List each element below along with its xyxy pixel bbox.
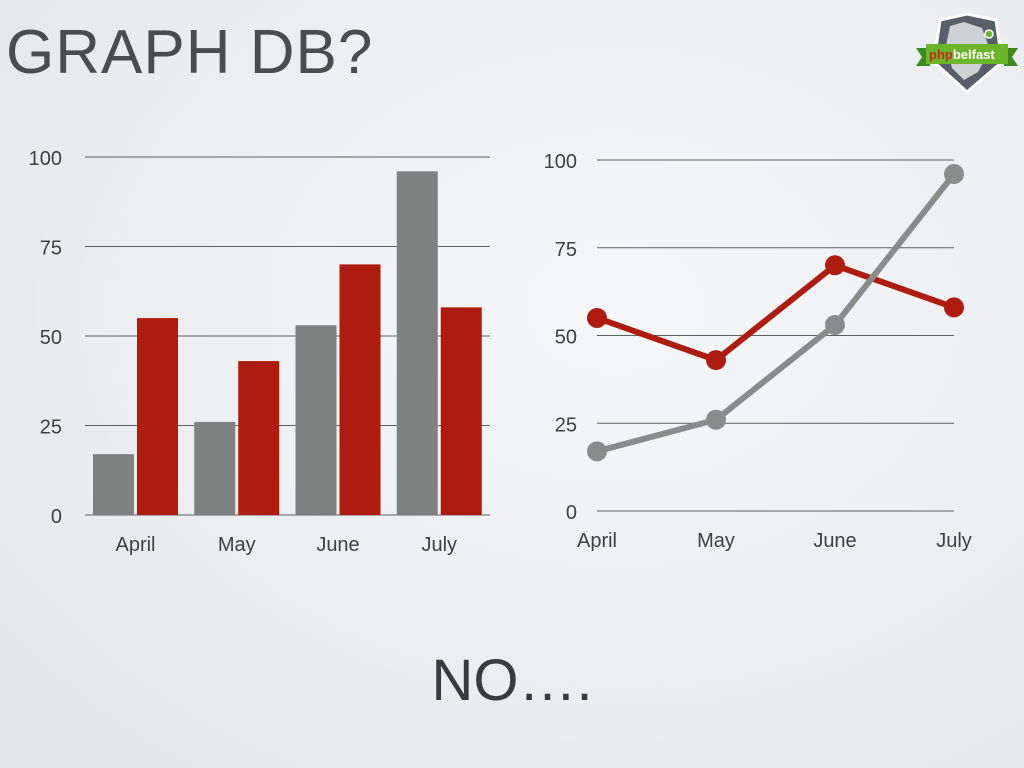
bar-ytick-label: 0 [51, 506, 62, 528]
line-ytick-label: 0 [566, 502, 577, 524]
point-red [825, 255, 845, 276]
bar-gray [194, 421, 236, 515]
logo-pin [984, 29, 994, 39]
line-ytick-label: 50 [555, 327, 577, 349]
bar-xtick-label: May [218, 534, 256, 556]
phpbelfast-logo: phpbelfast [916, 12, 1018, 95]
bar-red [137, 318, 178, 515]
bar-gray [295, 325, 337, 515]
series-line-red [595, 262, 956, 364]
point-gray [587, 441, 607, 462]
line-xtick-label: April [577, 530, 617, 552]
line-xtick-label: July [936, 530, 972, 552]
logo-text-belfast: belfast [953, 47, 996, 62]
bar-ytick-label: 50 [40, 327, 62, 349]
point-gray [944, 164, 964, 185]
point-red [944, 297, 964, 318]
bottom-text: NO…. [431, 648, 593, 713]
line-xtick-label: May [697, 530, 735, 552]
series-line-gray [596, 172, 957, 455]
bar-xtick-label: April [115, 534, 155, 556]
point-red [587, 307, 607, 328]
line-ytick-label: 100 [544, 151, 577, 173]
line-xtick-label: June [813, 530, 856, 552]
point-gray [825, 314, 845, 335]
svg-text:phpbelfast: phpbelfast [929, 47, 995, 62]
line-ytick-label: 75 [555, 239, 577, 261]
bar-red [238, 361, 280, 515]
bar-red [339, 264, 381, 515]
point-red [706, 350, 726, 371]
bar-ytick-label: 25 [40, 417, 62, 439]
point-gray [706, 409, 726, 430]
bar-gray [396, 171, 438, 515]
bar-ytick-label: 75 [40, 238, 62, 260]
bar-xtick-label: July [421, 534, 457, 556]
bar-ytick-label: 100 [29, 148, 62, 170]
line-ytick-label: 25 [555, 414, 577, 436]
bar-red [440, 307, 482, 515]
logo-text-php: php [929, 47, 953, 62]
slide-title: GRAPH DB? [6, 18, 374, 87]
bar-xtick-label: June [316, 534, 359, 556]
logo-ribbon [926, 44, 1008, 64]
bar-gray [93, 454, 134, 515]
